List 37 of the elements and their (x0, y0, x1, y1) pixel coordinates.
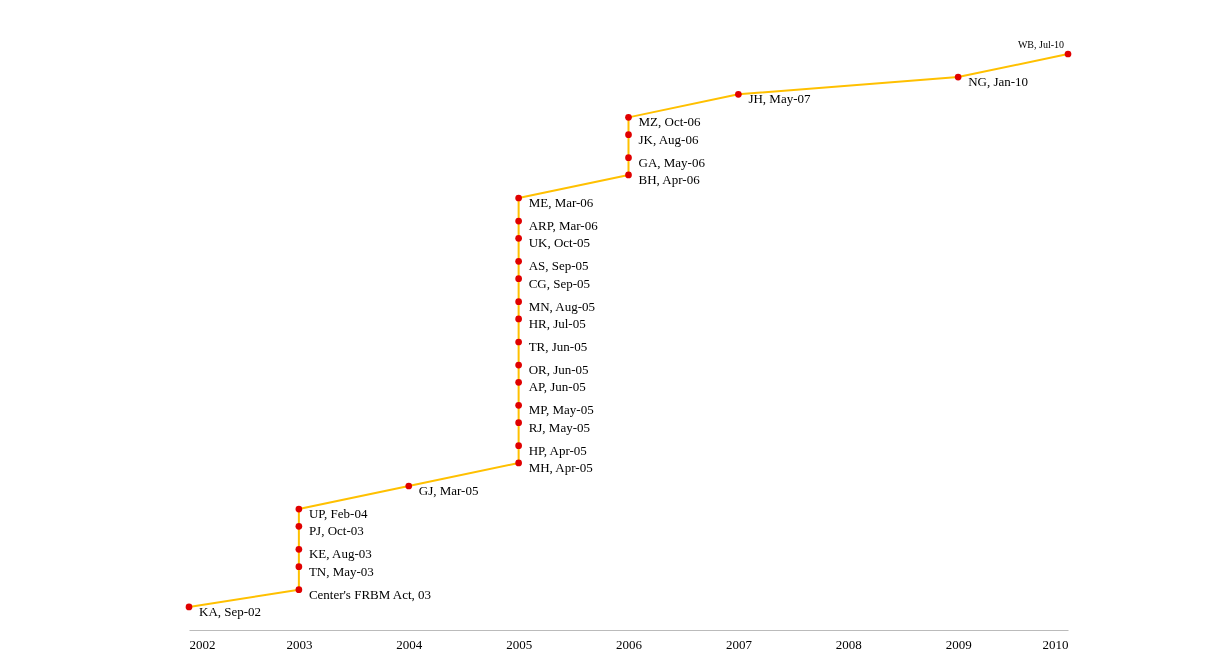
x-tick-label: 2006 (616, 636, 643, 652)
annotation: MH, Apr-05 (528, 459, 593, 475)
annotation: HP, Apr-05 (528, 442, 587, 458)
annotation: OR, Jun-05 (528, 362, 589, 378)
annotation: Center's FRBM Act, 03 (308, 586, 432, 602)
annotation: KA, Sep-02 (199, 603, 262, 619)
annotation: MZ, Oct-06 (638, 114, 702, 130)
annotation: ARP, Mar-06 (528, 218, 599, 234)
x-tick-label: 2007 (725, 636, 753, 652)
annotation: KE, Aug-03 (308, 546, 372, 562)
x-tick-label: 2008 (835, 636, 862, 652)
annotation: AS, Sep-05 (528, 258, 589, 274)
x-tick-label: 2004 (396, 636, 423, 652)
annotation: GA, May-06 (638, 154, 706, 170)
annotation: MP, May-05 (528, 402, 594, 418)
annotation: TN, May-03 (308, 563, 374, 579)
x-tick-label: 2009 (945, 636, 972, 652)
x-tick-label: 2003 (286, 636, 313, 652)
x-tick-label: 2005 (506, 636, 533, 652)
annotation: TR, Jun-05 (528, 339, 588, 354)
annotation: MN, Aug-05 (528, 298, 596, 314)
annotation: CG, Sep-05 (528, 275, 591, 291)
annotation: GJ, Mar-05 (418, 483, 479, 498)
annotation: JK, Aug-06 (638, 131, 699, 147)
annotation: JH, May-07 (748, 91, 811, 107)
annotation: HR, Jul-05 (528, 315, 586, 331)
annotation: RJ, May-05 (528, 419, 591, 435)
annotation: UK, Oct-05 (528, 235, 591, 251)
x-tick-label: 2002 (189, 636, 216, 652)
annotation: UP, Feb-04 (308, 506, 368, 522)
annotation: BH, Apr-06 (638, 171, 701, 187)
annotation: NG, Jan-10 (968, 74, 1029, 90)
annotation: PJ, Oct-03 (308, 523, 364, 539)
x-tick-label: 2010 (1042, 636, 1069, 652)
annotation: AP, Jun-05 (528, 379, 586, 395)
annotation: ME, Mar-06 (528, 195, 594, 210)
annotation: WB, Jul-10 (1017, 39, 1064, 50)
